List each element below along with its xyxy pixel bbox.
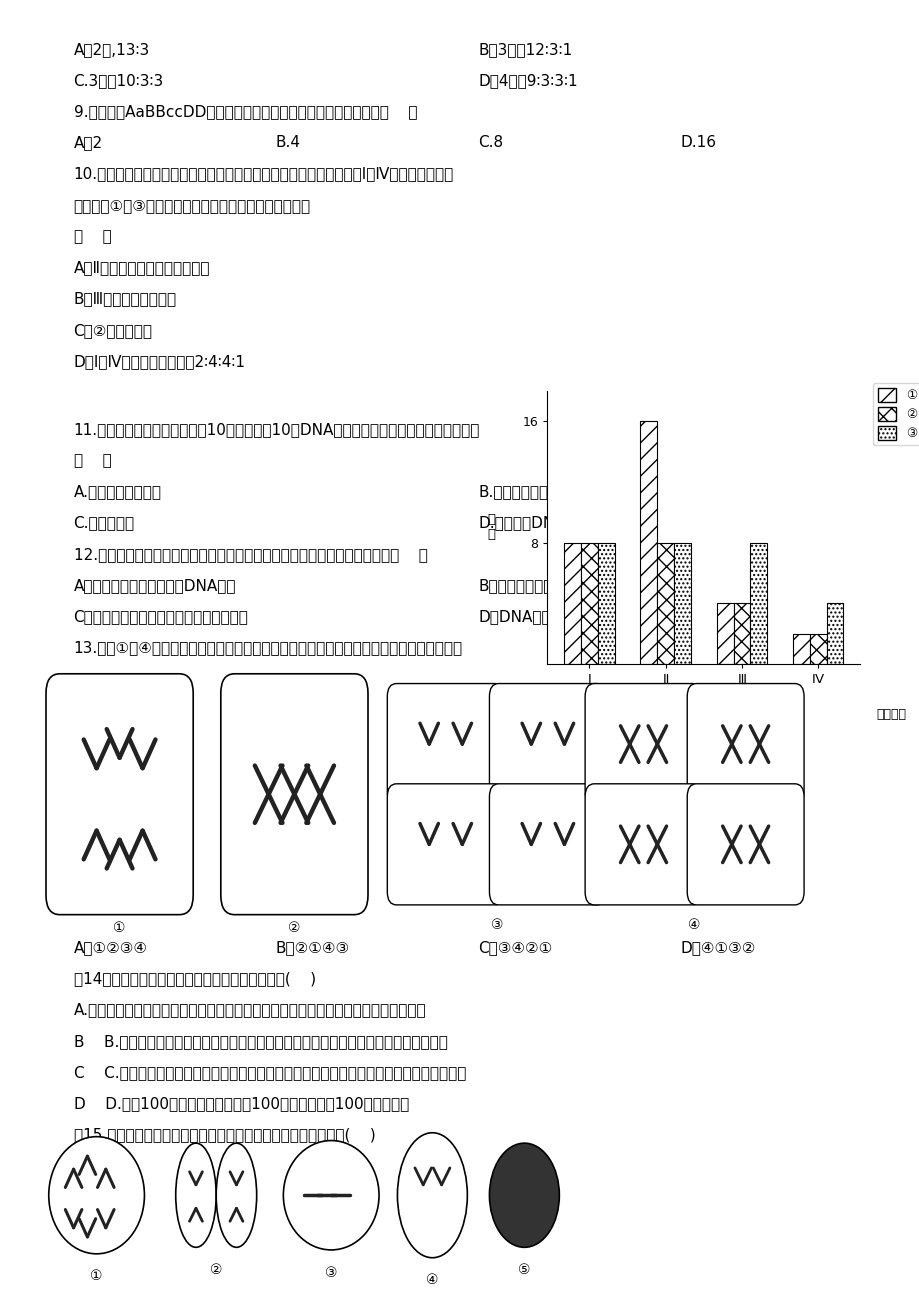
FancyBboxPatch shape xyxy=(46,674,193,914)
Text: B.4: B.4 xyxy=(276,135,301,151)
Text: D．DNA分子数是体细胞的一半: D．DNA分子数是体细胞的一半 xyxy=(478,609,623,625)
Ellipse shape xyxy=(49,1137,144,1254)
Text: 的是（    ）: 的是（ ） xyxy=(74,672,130,687)
Text: 10.右图表示雄果蝇进行某种细胞分裂时，处于四个不同阶段的细胞（Ⅰ－Ⅳ）中遗传物质或: 10.右图表示雄果蝇进行某种细胞分裂时，处于四个不同阶段的细胞（Ⅰ－Ⅳ）中遗传物… xyxy=(74,167,453,182)
Text: （    ）: （ ） xyxy=(74,453,111,469)
Bar xyxy=(597,543,614,664)
Text: A．一个染色体中只有一个DNA分子: A．一个染色体中只有一个DNA分子 xyxy=(74,578,236,594)
Text: １14．下列有关精子和卵细胞形成的说法正确的是(    ): １14．下列有关精子和卵细胞形成的说法正确的是( ) xyxy=(74,971,315,987)
FancyBboxPatch shape xyxy=(584,684,701,805)
Y-axis label: 数
量: 数 量 xyxy=(486,513,494,542)
Text: B．一个染色体中含有两个姐妹染色单体: B．一个染色体中含有两个姐妹染色单体 xyxy=(478,578,643,594)
Text: B．②①④③: B．②①④③ xyxy=(276,940,350,956)
Text: （    ）: （ ） xyxy=(74,229,111,245)
Text: D．Ⅰ－Ⅳ中的细胞数量比是2∶4∶4∶1: D．Ⅰ－Ⅳ中的细胞数量比是2∶4∶4∶1 xyxy=(74,354,245,370)
Text: A.处于有丝分裂中期: A.处于有丝分裂中期 xyxy=(74,484,162,500)
Bar xyxy=(826,603,843,664)
Text: A．①②③④: A．①②③④ xyxy=(74,940,147,956)
Bar xyxy=(809,634,826,664)
Ellipse shape xyxy=(397,1133,467,1258)
FancyBboxPatch shape xyxy=(489,684,606,805)
Text: D．4种，9∶3∶3∶1: D．4种，9∶3∶3∶1 xyxy=(478,73,577,89)
Legend: ①, ②, ③: ①, ②, ③ xyxy=(872,383,919,445)
Bar xyxy=(656,543,674,664)
FancyBboxPatch shape xyxy=(489,784,606,905)
Text: B．3种，12∶3∶1: B．3种，12∶3∶1 xyxy=(478,42,572,57)
Bar xyxy=(716,603,732,664)
Text: ②: ② xyxy=(210,1263,222,1277)
Text: D.16: D.16 xyxy=(680,135,716,151)
Text: A．Ⅱ所处阶段发生基因自由组合: A．Ⅱ所处阶段发生基因自由组合 xyxy=(74,260,210,276)
Bar xyxy=(674,543,690,664)
Ellipse shape xyxy=(489,1143,559,1247)
FancyBboxPatch shape xyxy=(686,784,803,905)
Text: A．2种,13∶3: A．2种,13∶3 xyxy=(74,42,150,57)
Text: B.正在发生基因自由组合: B.正在发生基因自由组合 xyxy=(478,484,584,500)
Text: A．2: A．2 xyxy=(74,135,103,151)
FancyBboxPatch shape xyxy=(387,784,504,905)
Ellipse shape xyxy=(283,1141,379,1250)
Text: C．②代表染色体: C．②代表染色体 xyxy=(74,323,153,339)
Text: C    C.精子和卵细胞形成过程中不同的地方是精子需变形，卵细胞不需要变形，其余完全相同: C C.精子和卵细胞形成过程中不同的地方是精子需变形，卵细胞不需要变形，其余完全… xyxy=(74,1065,465,1081)
Text: ②: ② xyxy=(288,922,301,935)
Bar xyxy=(750,543,766,664)
FancyBboxPatch shape xyxy=(686,684,803,805)
Text: C.3种，10∶3∶3: C.3种，10∶3∶3 xyxy=(74,73,164,89)
Ellipse shape xyxy=(216,1143,256,1247)
Text: C.将形成配子: C.将形成配子 xyxy=(74,516,134,531)
Text: B．Ⅲ代表初级精母细胞: B．Ⅲ代表初级精母细胞 xyxy=(74,292,176,307)
Text: D.正在发生DNA复制: D.正在发生DNA复制 xyxy=(478,516,583,531)
Text: ④: ④ xyxy=(687,918,700,932)
Text: ⑤: ⑤ xyxy=(517,1263,530,1277)
Bar xyxy=(580,543,597,664)
Ellipse shape xyxy=(176,1143,216,1247)
Text: A.二者形成过程中都出现联会、四分体、同源染色体分离、非同源染色体自由组合现象: A.二者形成过程中都出现联会、四分体、同源染色体分离、非同源染色体自由组合现象 xyxy=(74,1003,425,1018)
Text: 13.以下①～④为动物生殖细胞形成过程中某些时期的示意图。按分裂时期的先后排序，正确: 13.以下①～④为动物生殖细胞形成过程中某些时期的示意图。按分裂时期的先后排序，… xyxy=(74,641,462,656)
Text: D．④①③②: D．④①③② xyxy=(680,940,755,956)
Bar xyxy=(732,603,750,664)
Text: １15.下图为某动物体内细胞分裂的一组图像，下列叙述正确的是(    ): １15.下图为某动物体内细胞分裂的一组图像，下列叙述正确的是( ) xyxy=(74,1128,375,1143)
Text: ①: ① xyxy=(113,922,126,935)
FancyBboxPatch shape xyxy=(584,784,701,905)
Text: C．染色体数目少一半，且形状大小均不同: C．染色体数目少一半，且形状大小均不同 xyxy=(74,609,248,625)
Text: 9.基因型为AaBBccDD的生物，可产生不同基因型的配子种类数是（    ）: 9.基因型为AaBBccDD的生物，可产生不同基因型的配子种类数是（ ） xyxy=(74,104,416,120)
Bar xyxy=(640,421,656,664)
Text: 12.减数第二次分裂中期的细胞与有丝分裂中期的细胞相比较，最大的不同是（    ）: 12.减数第二次分裂中期的细胞与有丝分裂中期的细胞相比较，最大的不同是（ ） xyxy=(74,547,427,562)
Text: ③: ③ xyxy=(490,918,503,932)
Text: D    D.形成100个受精卵，至少需要100个精原细胞和100个卵原细胞: D D.形成100个受精卵，至少需要100个精原细胞和100个卵原细胞 xyxy=(74,1096,408,1112)
Text: C.8: C.8 xyxy=(478,135,503,151)
Text: C．③④②①: C．③④②① xyxy=(478,940,552,956)
Text: B    B.二者形成过程中都有染色体的复制和均分，二者所含细胞质均是正常体细胞的一半: B B.二者形成过程中都有染色体的复制和均分，二者所含细胞质均是正常体细胞的一半 xyxy=(74,1034,447,1049)
Bar xyxy=(792,634,809,664)
Text: 其载体（①－③）的数量。下列表述与图中信息相符的是: 其载体（①－③）的数量。下列表述与图中信息相符的是 xyxy=(74,198,311,214)
Text: ①: ① xyxy=(90,1269,103,1284)
Text: 细胞类型: 细胞类型 xyxy=(876,708,905,721)
Bar xyxy=(563,543,580,664)
FancyBboxPatch shape xyxy=(387,684,504,805)
FancyBboxPatch shape xyxy=(221,674,368,914)
Text: ④: ④ xyxy=(425,1273,438,1288)
Text: 11.某哺乳动物的某细胞内含有10条染色体、10个DNA分子，且细胞膜开始缢缩，则该细胞: 11.某哺乳动物的某细胞内含有10条染色体、10个DNA分子，且细胞膜开始缢缩，… xyxy=(74,422,480,437)
Text: ③: ③ xyxy=(324,1266,337,1280)
